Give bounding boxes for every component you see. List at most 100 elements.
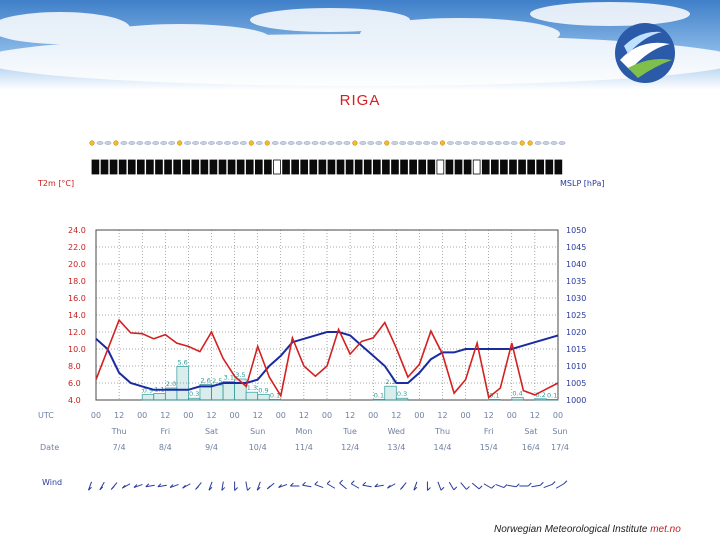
right-tick-label: 1015 [566, 345, 586, 354]
utc-tick-label: 00 [183, 411, 193, 420]
precip-bar [511, 397, 524, 401]
left-tick-label: 12.0 [68, 328, 86, 337]
wind-barb-tick [466, 486, 470, 490]
cloud-symbol [231, 141, 239, 145]
date-value-label: 17/4 [551, 443, 569, 452]
sun-symbol [384, 140, 390, 146]
cloud-symbol [271, 141, 279, 145]
wind-barb [256, 481, 261, 491]
day-name-label: Wed [388, 427, 405, 436]
strip-cell [236, 159, 245, 175]
cloud-symbol [200, 141, 207, 145]
strip-cell [536, 159, 545, 175]
precip-bar [268, 399, 282, 401]
cloud-symbol [319, 141, 327, 145]
day-name-label: Fri [484, 427, 494, 436]
cloud-symbol [224, 141, 231, 145]
wind-barb-tick [314, 481, 319, 485]
left-tick-label: 6.0 [68, 379, 81, 388]
date-value-label: 12/4 [341, 443, 359, 452]
right-tick-label: 1025 [566, 311, 586, 320]
precip-bar [488, 399, 501, 401]
utc-tick-label: 00 [461, 411, 471, 420]
wind-barb-tick [169, 484, 174, 488]
sky-banner [0, 0, 720, 90]
strip-cell [418, 159, 427, 175]
wind-barb-tick [478, 485, 483, 490]
utc-tick-label: 12 [206, 411, 216, 420]
left-tick-label: 22.0 [68, 243, 86, 252]
wind-barb [495, 483, 505, 489]
strip-cell [509, 159, 517, 175]
precip-bar [395, 397, 409, 401]
cloud-symbol [391, 141, 399, 145]
day-name-label: Mon [295, 427, 312, 436]
cloud-symbol [184, 141, 191, 145]
strip-cell [327, 159, 336, 175]
strip-cell [400, 159, 408, 175]
precip-label: 5.6 [177, 358, 187, 366]
footer: Norwegian Meteorological Institute met.n… [494, 524, 681, 535]
utc-label: UTC [38, 411, 54, 420]
date-value-label: 7/4 [113, 443, 126, 452]
wind-barb-tick [145, 483, 150, 488]
right-tick-label: 1030 [566, 294, 586, 303]
strip-cell [118, 159, 127, 175]
cloud-symbol [375, 141, 383, 145]
wind-barb-tick [440, 486, 445, 491]
cloud-symbol [486, 141, 494, 145]
cloud-symbol [558, 141, 566, 145]
precip-bar [234, 378, 247, 401]
strip-cell [336, 159, 345, 175]
precip-bar [153, 393, 166, 401]
strip-cell [463, 159, 472, 175]
wind-barb-tick [121, 484, 126, 489]
utc-tick-label: 00 [137, 411, 147, 420]
cloud-symbol [510, 141, 518, 145]
strip-cell [282, 159, 290, 175]
cloud-symbol [160, 141, 168, 145]
right-tick-label: 1045 [566, 243, 586, 252]
wind-barb-tick [266, 485, 271, 490]
footer-link[interactable]: met.no [650, 524, 681, 535]
wind-barb [448, 481, 455, 491]
cloud-symbol [494, 141, 502, 145]
precip-bar [188, 397, 201, 401]
wind-barb-tick [563, 480, 568, 485]
wind-barb-tick [302, 481, 306, 486]
date-value-label: 13/4 [387, 443, 405, 452]
grid [95, 229, 559, 401]
wind-barb-tick [453, 486, 458, 491]
utc-tick-label: 12 [299, 411, 309, 420]
strip-cell [209, 159, 218, 175]
strip-cell [127, 159, 136, 175]
strip-cell [391, 159, 399, 175]
strip-cell [100, 159, 109, 175]
cloud-symbol [415, 141, 423, 145]
sun-symbol [264, 140, 270, 146]
precip-label: 0.1 [489, 391, 499, 399]
day-labels: Thu 7/4 Fri 8/4 Sat 9/4 Sun 10/4 Mon 11/4 Tue 12/4 W… [111, 427, 569, 452]
cloud-symbol [502, 141, 510, 145]
left-tick-label: 24.0 [68, 226, 86, 235]
wind-barb-tick [157, 483, 162, 488]
utc-tick-label: 12 [160, 411, 170, 420]
precip-bar [257, 394, 270, 401]
cloud-symbol [279, 141, 287, 145]
utc-tick-label: 12 [437, 411, 447, 420]
precip-label: 0.4 [512, 390, 522, 398]
precip-bar [546, 399, 559, 401]
strip-cell [436, 159, 445, 175]
cloud-symbol [431, 141, 438, 145]
strip-cell [409, 159, 417, 175]
wind-barb-tick [491, 484, 495, 489]
cloud-symbol [399, 141, 407, 145]
cloud-symbol [144, 141, 152, 145]
wind-barb [507, 484, 517, 488]
wind-barb-tick [362, 481, 367, 486]
wind-barb [413, 481, 418, 491]
wind-barb-tick [278, 484, 282, 488]
wind-barbs [87, 479, 568, 491]
strip-cell [427, 159, 436, 175]
temperature-line [95, 318, 559, 399]
